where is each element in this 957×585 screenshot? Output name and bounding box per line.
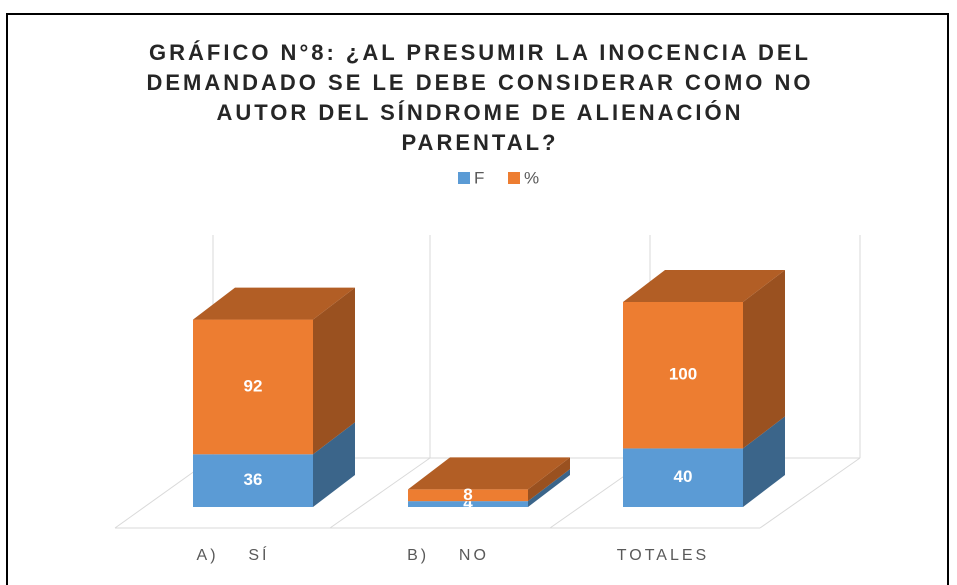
bar-face: [528, 457, 570, 502]
bar-face: [623, 448, 743, 507]
bar-face: [408, 457, 570, 490]
legend-label: %: [524, 168, 539, 187]
bar-face: [193, 287, 355, 320]
bar-segment: [408, 457, 570, 502]
bar-face: [313, 287, 355, 455]
legend-swatch: [508, 172, 520, 184]
bar-segment: [623, 416, 785, 507]
legend-label: F: [474, 168, 484, 187]
chart-title: GRÁFICO N°8: ¿AL PRESUMIR LA INOCENCIA D…: [146, 40, 814, 155]
bar-face: [313, 422, 355, 507]
frame: [6, 13, 949, 585]
data-label: 36: [244, 470, 263, 489]
x-tick-label: A) SÍ: [197, 545, 270, 564]
bar-face: [623, 302, 743, 449]
bar-segment: [623, 270, 785, 449]
bar-face: [743, 270, 785, 449]
x-tick-label: B) NO: [407, 547, 489, 564]
bar-segment: [193, 287, 355, 455]
x-tick-label: TOTALES: [617, 547, 709, 564]
bar-face: [193, 319, 313, 455]
bar-face: [743, 416, 785, 507]
bar-face: [408, 501, 528, 507]
bar-segment: [193, 422, 355, 507]
bar-face: [408, 489, 528, 502]
data-label: 40: [674, 467, 693, 486]
data-label: 8: [463, 485, 472, 504]
data-label: 100: [669, 365, 697, 384]
legend-swatch: [458, 172, 470, 184]
data-label: 92: [244, 376, 263, 395]
bar-face: [193, 454, 313, 507]
data-label: 4: [463, 494, 473, 513]
bar-face: [528, 469, 570, 507]
bar-segment: [408, 469, 570, 507]
bar-face: [623, 270, 785, 302]
